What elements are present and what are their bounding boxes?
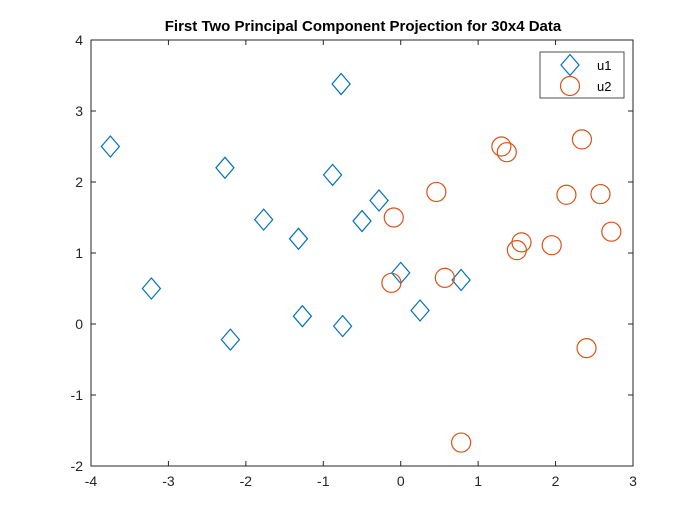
- u2-data-point: [434, 267, 455, 288]
- u1-data-point: [451, 268, 471, 292]
- u1-data-point: [331, 72, 351, 96]
- u2-data-point: [590, 183, 611, 205]
- y-tick-label: 3: [75, 103, 83, 119]
- legend-label-u1: u1: [597, 58, 611, 73]
- u2-data-point: [541, 235, 562, 256]
- chart-title: First Two Principal Component Projection…: [165, 18, 562, 35]
- x-tick-label: -3: [162, 473, 175, 489]
- u1-data-point: [332, 314, 353, 338]
- y-tick-label: 4: [75, 32, 83, 48]
- u2-data-point: [381, 272, 402, 293]
- y-tick-label: 2: [75, 174, 83, 190]
- y-tick-label: 1: [75, 245, 83, 261]
- u1-data-point: [215, 156, 235, 180]
- u1-data-point: [410, 299, 430, 322]
- u2-data-point: [511, 232, 532, 253]
- x-tick-label: -1: [317, 473, 330, 489]
- u1-data-point: [253, 208, 274, 232]
- x-tick-label: -4: [85, 473, 98, 489]
- x-tick-label: 2: [552, 473, 560, 489]
- u2-data-point: [556, 184, 577, 205]
- plot-area: [90, 39, 634, 467]
- u2-data-point: [576, 338, 597, 359]
- x-tick-label: 3: [629, 473, 637, 489]
- u2-data-point: [451, 432, 472, 453]
- legend-marker-u1: [560, 53, 580, 77]
- x-tick-label: -2: [240, 473, 253, 489]
- u1-data-point: [141, 277, 162, 300]
- y-tick-label: 0: [75, 316, 83, 332]
- u1-data-point: [369, 189, 389, 212]
- y-tick-label: -2: [71, 458, 84, 474]
- u2-data-point: [571, 129, 592, 150]
- data-markers: [100, 72, 622, 453]
- u2-data-point: [491, 136, 512, 157]
- legend-box: [539, 51, 625, 99]
- y-tick-label: -1: [71, 387, 84, 403]
- u1-data-point: [100, 135, 121, 158]
- u1-data-point: [292, 304, 313, 328]
- x-tick-label: 0: [397, 473, 405, 489]
- u2-data-point: [426, 181, 447, 203]
- u1-data-point: [352, 209, 372, 233]
- y-axis: -2 -1 0 1 2 3 4: [71, 32, 633, 474]
- x-tick-label: 1: [474, 473, 482, 489]
- u2-data-point: [496, 142, 517, 163]
- u1-data-point: [288, 227, 309, 251]
- u2-data-point: [383, 207, 404, 228]
- u1-data-point: [322, 163, 343, 187]
- legend-label-u2: u2: [597, 79, 611, 94]
- u2-data-point: [601, 221, 622, 242]
- legend-marker-u2: [559, 75, 581, 97]
- x-axis: -4 -3 -2 -1 0 1 2 3: [85, 40, 637, 489]
- u1-data-point: [220, 328, 241, 352]
